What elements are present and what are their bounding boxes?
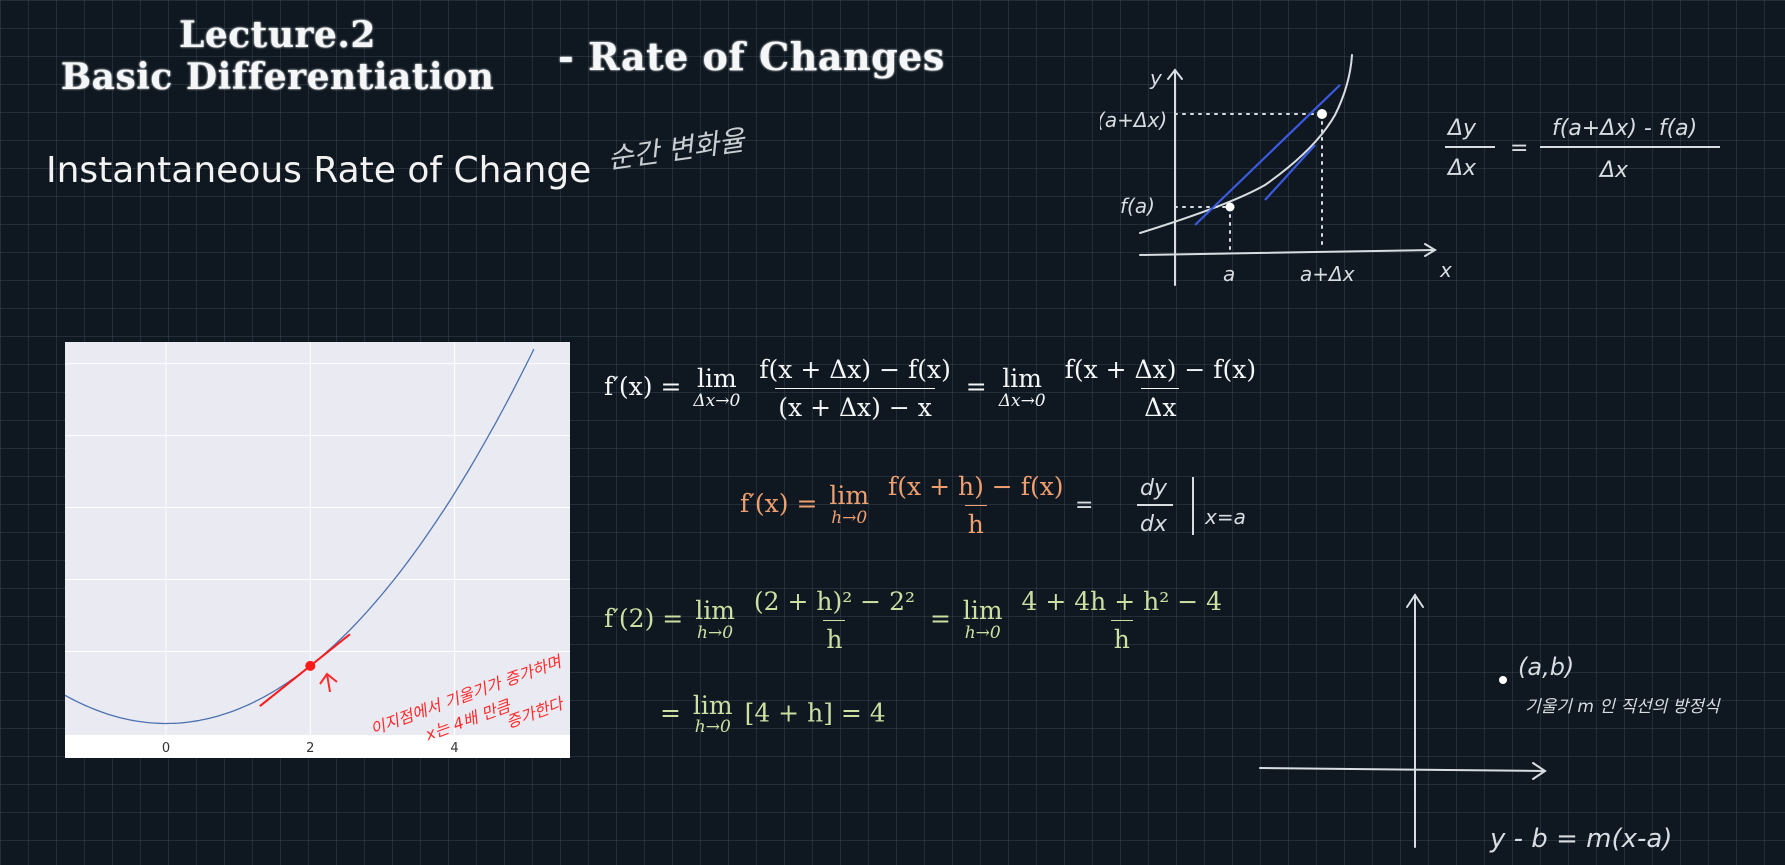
point-ab-label: (a,b) [1518, 653, 1574, 681]
derivative-at-2: f′(2) = lim h→0 (2 + h)² − 2² h = lim h→0 4… [604, 587, 1222, 654]
sketch-label-fa: f(a) [1120, 194, 1155, 218]
x-tick-label-1: 2 [306, 741, 314, 756]
derivative-definition-1: f′(x) = lim Δx→0 f(x + Δx) − f(x) (x + Δx)… [604, 355, 1257, 422]
point-ab-dot [1499, 676, 1507, 684]
derivative-at-2-result: = lim h→0 [4 + h] = 4 [660, 691, 886, 738]
sketch2-y-arrow [1406, 593, 1424, 608]
sketch-label-a: a [1223, 262, 1235, 286]
sketch-label-adx: a+Δx [1300, 262, 1355, 286]
sketch-curve [1139, 54, 1353, 234]
lecture-subtitle: - Rate of Changes [558, 34, 945, 79]
sketch2-x-arrow [1532, 762, 1547, 780]
tangent-line [259, 633, 351, 707]
derivative-definition-h: f′(x) = lim h→0 f(x + h) − f(x) h [740, 472, 1064, 539]
slope-note: 기울기 m 인 직선의 방정식 [1525, 697, 1721, 717]
sketch-point-a-dx [1317, 109, 1327, 119]
ratio-handwriting: Δy Δx = f(a+Δx) - f(a) Δx [1445, 116, 1720, 183]
sketch-point-a [1225, 202, 1235, 212]
korean-handwritten-note: 순간 변화율 [605, 123, 747, 176]
deriv-den: dx [1140, 512, 1168, 537]
sketch-y-arrow [1167, 68, 1183, 80]
sketch-x-arrow [1424, 243, 1437, 257]
x-tick-label-0: 0 [162, 741, 170, 756]
ratio-den: Δx [1446, 156, 1477, 181]
secant-sketch: y f(a+Δx) f(a) a a+Δx x [1100, 54, 1452, 286]
deriv-num: dy [1140, 476, 1168, 501]
ratio-eq: = [1510, 136, 1528, 161]
x-tick-label-2: 4 [450, 741, 458, 756]
sketch-label-y: y [1149, 66, 1163, 90]
lecture-title: Lecture.2 [179, 14, 376, 56]
section-heading: Instantaneous Rate of Change [46, 150, 592, 191]
red-arrow [319, 672, 338, 693]
sketch2-x-axis [1259, 767, 1546, 772]
sketch-x-axis [1139, 249, 1436, 256]
sketch-tangent-line [1264, 144, 1316, 201]
sketch-label-x: x [1439, 258, 1452, 282]
tangent-point [305, 660, 316, 671]
ratio-num: Δy [1446, 116, 1477, 141]
deriv-at: x=a [1204, 505, 1246, 529]
line-equation: y - b = m(x-a) [1489, 824, 1672, 854]
sketch-secant-line [1194, 84, 1341, 226]
deriv-eq: = [1075, 493, 1093, 518]
line-equation-sketch: (a,b) 기울기 m 인 직선의 방정식 y - b = m(x-a) [1259, 593, 1721, 854]
plot-area [65, 342, 570, 735]
lecture-title-topic: Basic Differentiation [60, 56, 495, 98]
ratio-rhs-den: Δx [1598, 158, 1629, 183]
ratio-rhs-num: f(a+Δx) - f(a) [1552, 116, 1697, 141]
dydx-handwriting: = dy dx x=a [1075, 476, 1246, 537]
sketch-label-fadx: f(a+Δx) [1100, 108, 1167, 132]
